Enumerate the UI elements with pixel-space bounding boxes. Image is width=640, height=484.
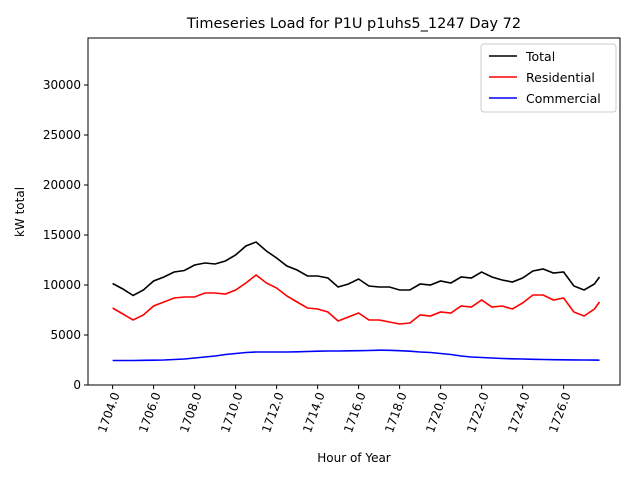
legend-label-commercial: Commercial [526,91,601,106]
plot-area-frame [87,37,621,386]
x-tick-label: 1704.0 [95,390,123,434]
series-line-total [112,241,601,297]
y-tick-label: 30000 [43,78,81,92]
x-tick-label: 1708.0 [177,390,205,434]
y-axis-label: kW total [13,187,27,237]
x-tick-label: 1718.0 [382,390,410,434]
x-tick-label: 1706.0 [136,390,164,434]
x-tick-label: 1722.0 [464,390,492,434]
x-tick-label: 1712.0 [259,390,287,434]
legend-box [480,43,617,113]
x-tick-label: 1710.0 [218,390,246,434]
y-tick-label: 20000 [43,178,81,192]
legend: Total Residential Commercial [480,43,617,113]
legend-label-total: Total [525,49,555,64]
x-tick-label: 1726.0 [546,390,574,434]
y-tick-label: 0 [73,378,81,392]
series-line-residential [112,273,601,325]
y-tick-label: 10000 [43,278,81,292]
x-tick-label: 1724.0 [505,390,533,434]
x-tick-label: 1716.0 [341,390,369,434]
y-tick-label: 25000 [43,128,81,142]
series-line-commercial [112,349,600,362]
x-tick-label: 1720.0 [423,390,451,434]
legend-label-residential: Residential [526,70,595,85]
y-tick-label: 5000 [50,328,81,342]
y-tick-label: 15000 [43,228,81,242]
x-axis-label: Hour of Year [317,451,391,465]
x-tick-label: 1714.0 [300,390,328,434]
chart-title: Timeseries Load for P1U p1uhs5_1247 Day … [186,16,521,32]
